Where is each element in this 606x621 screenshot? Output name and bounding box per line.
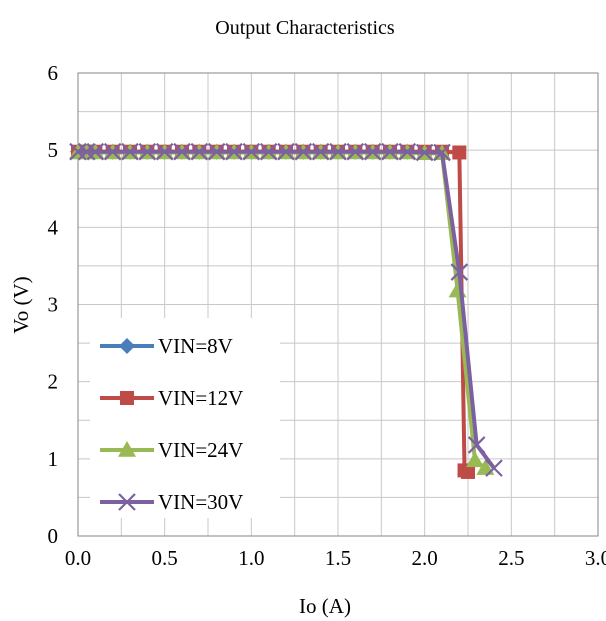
legend-marker xyxy=(120,391,134,405)
data-point xyxy=(485,459,503,477)
legend-label: VIN=12V xyxy=(158,386,243,410)
x-tick-label: 2.5 xyxy=(498,546,524,570)
data-point xyxy=(346,142,365,161)
legend-item: VIN=12V xyxy=(100,386,243,410)
data-point xyxy=(77,142,96,161)
legend-item: VIN=8V xyxy=(100,334,233,358)
legend-item: VIN=24V xyxy=(100,438,243,462)
x-tick-label: 1.5 xyxy=(325,546,351,570)
data-point xyxy=(138,142,157,161)
plot-area-border xyxy=(77,72,599,537)
y-tick-label: 0 xyxy=(48,524,59,548)
y-tick-label: 1 xyxy=(48,447,59,471)
y-axis-tick-labels: 0 1 2 3 4 5 6 xyxy=(48,61,59,548)
legend-marker xyxy=(119,338,135,354)
legend-item: VIN=30V xyxy=(100,490,243,514)
series-layer xyxy=(69,142,503,479)
data-point xyxy=(69,142,87,161)
y-tick-label: 3 xyxy=(48,293,59,317)
data-point xyxy=(415,143,434,162)
legend-label: VIN=24V xyxy=(158,438,243,462)
legend: VIN=8V VIN=12V VIN=24V VIN=30V xyxy=(90,318,280,518)
y-axis-label: Vo (V) xyxy=(9,276,33,333)
x-tick-label: 1.0 xyxy=(238,546,264,570)
data-point xyxy=(173,142,191,161)
legend-label: VIN=30V xyxy=(158,490,243,514)
x-axis-tick-labels: 0.0 0.5 1.0 1.5 2.0 2.5 3.0 xyxy=(65,546,606,570)
data-point xyxy=(363,142,382,161)
x-tick-label: 3.0 xyxy=(585,546,606,570)
data-point xyxy=(294,142,313,161)
data-point xyxy=(225,142,243,161)
y-tick-label: 5 xyxy=(48,138,59,162)
data-point xyxy=(259,142,278,161)
data-point xyxy=(86,142,105,161)
data-point xyxy=(311,142,330,161)
data-point xyxy=(190,142,209,161)
legend-label: VIN=8V xyxy=(158,334,233,358)
data-point xyxy=(103,142,122,161)
data-point xyxy=(381,142,399,161)
x-tick-label: 2.0 xyxy=(412,546,438,570)
legend-marker xyxy=(118,441,136,457)
data-point xyxy=(207,142,226,161)
data-point xyxy=(155,142,174,161)
legend-marker xyxy=(118,493,136,511)
data-point xyxy=(467,436,486,454)
y-tick-label: 4 xyxy=(48,215,59,239)
data-point xyxy=(450,263,469,281)
x-tick-label: 0.5 xyxy=(152,546,178,570)
data-point xyxy=(452,145,467,160)
data-point xyxy=(277,142,295,161)
chart-title: Output Characteristics xyxy=(215,17,395,39)
data-point xyxy=(448,281,467,298)
data-point xyxy=(433,143,451,162)
x-tick-label: 0.0 xyxy=(65,546,91,570)
data-point xyxy=(465,451,484,468)
y-tick-label: 6 xyxy=(48,61,59,85)
series-line xyxy=(78,149,496,470)
data-point xyxy=(329,142,347,161)
y-tick-label: 2 xyxy=(48,370,59,394)
data-point xyxy=(398,142,417,161)
x-axis-label: Io (A) xyxy=(299,594,351,618)
legend-background xyxy=(90,318,280,518)
data-point xyxy=(242,142,261,161)
data-point xyxy=(121,142,139,161)
data-point xyxy=(461,464,475,479)
series-vin-30v xyxy=(69,142,503,477)
